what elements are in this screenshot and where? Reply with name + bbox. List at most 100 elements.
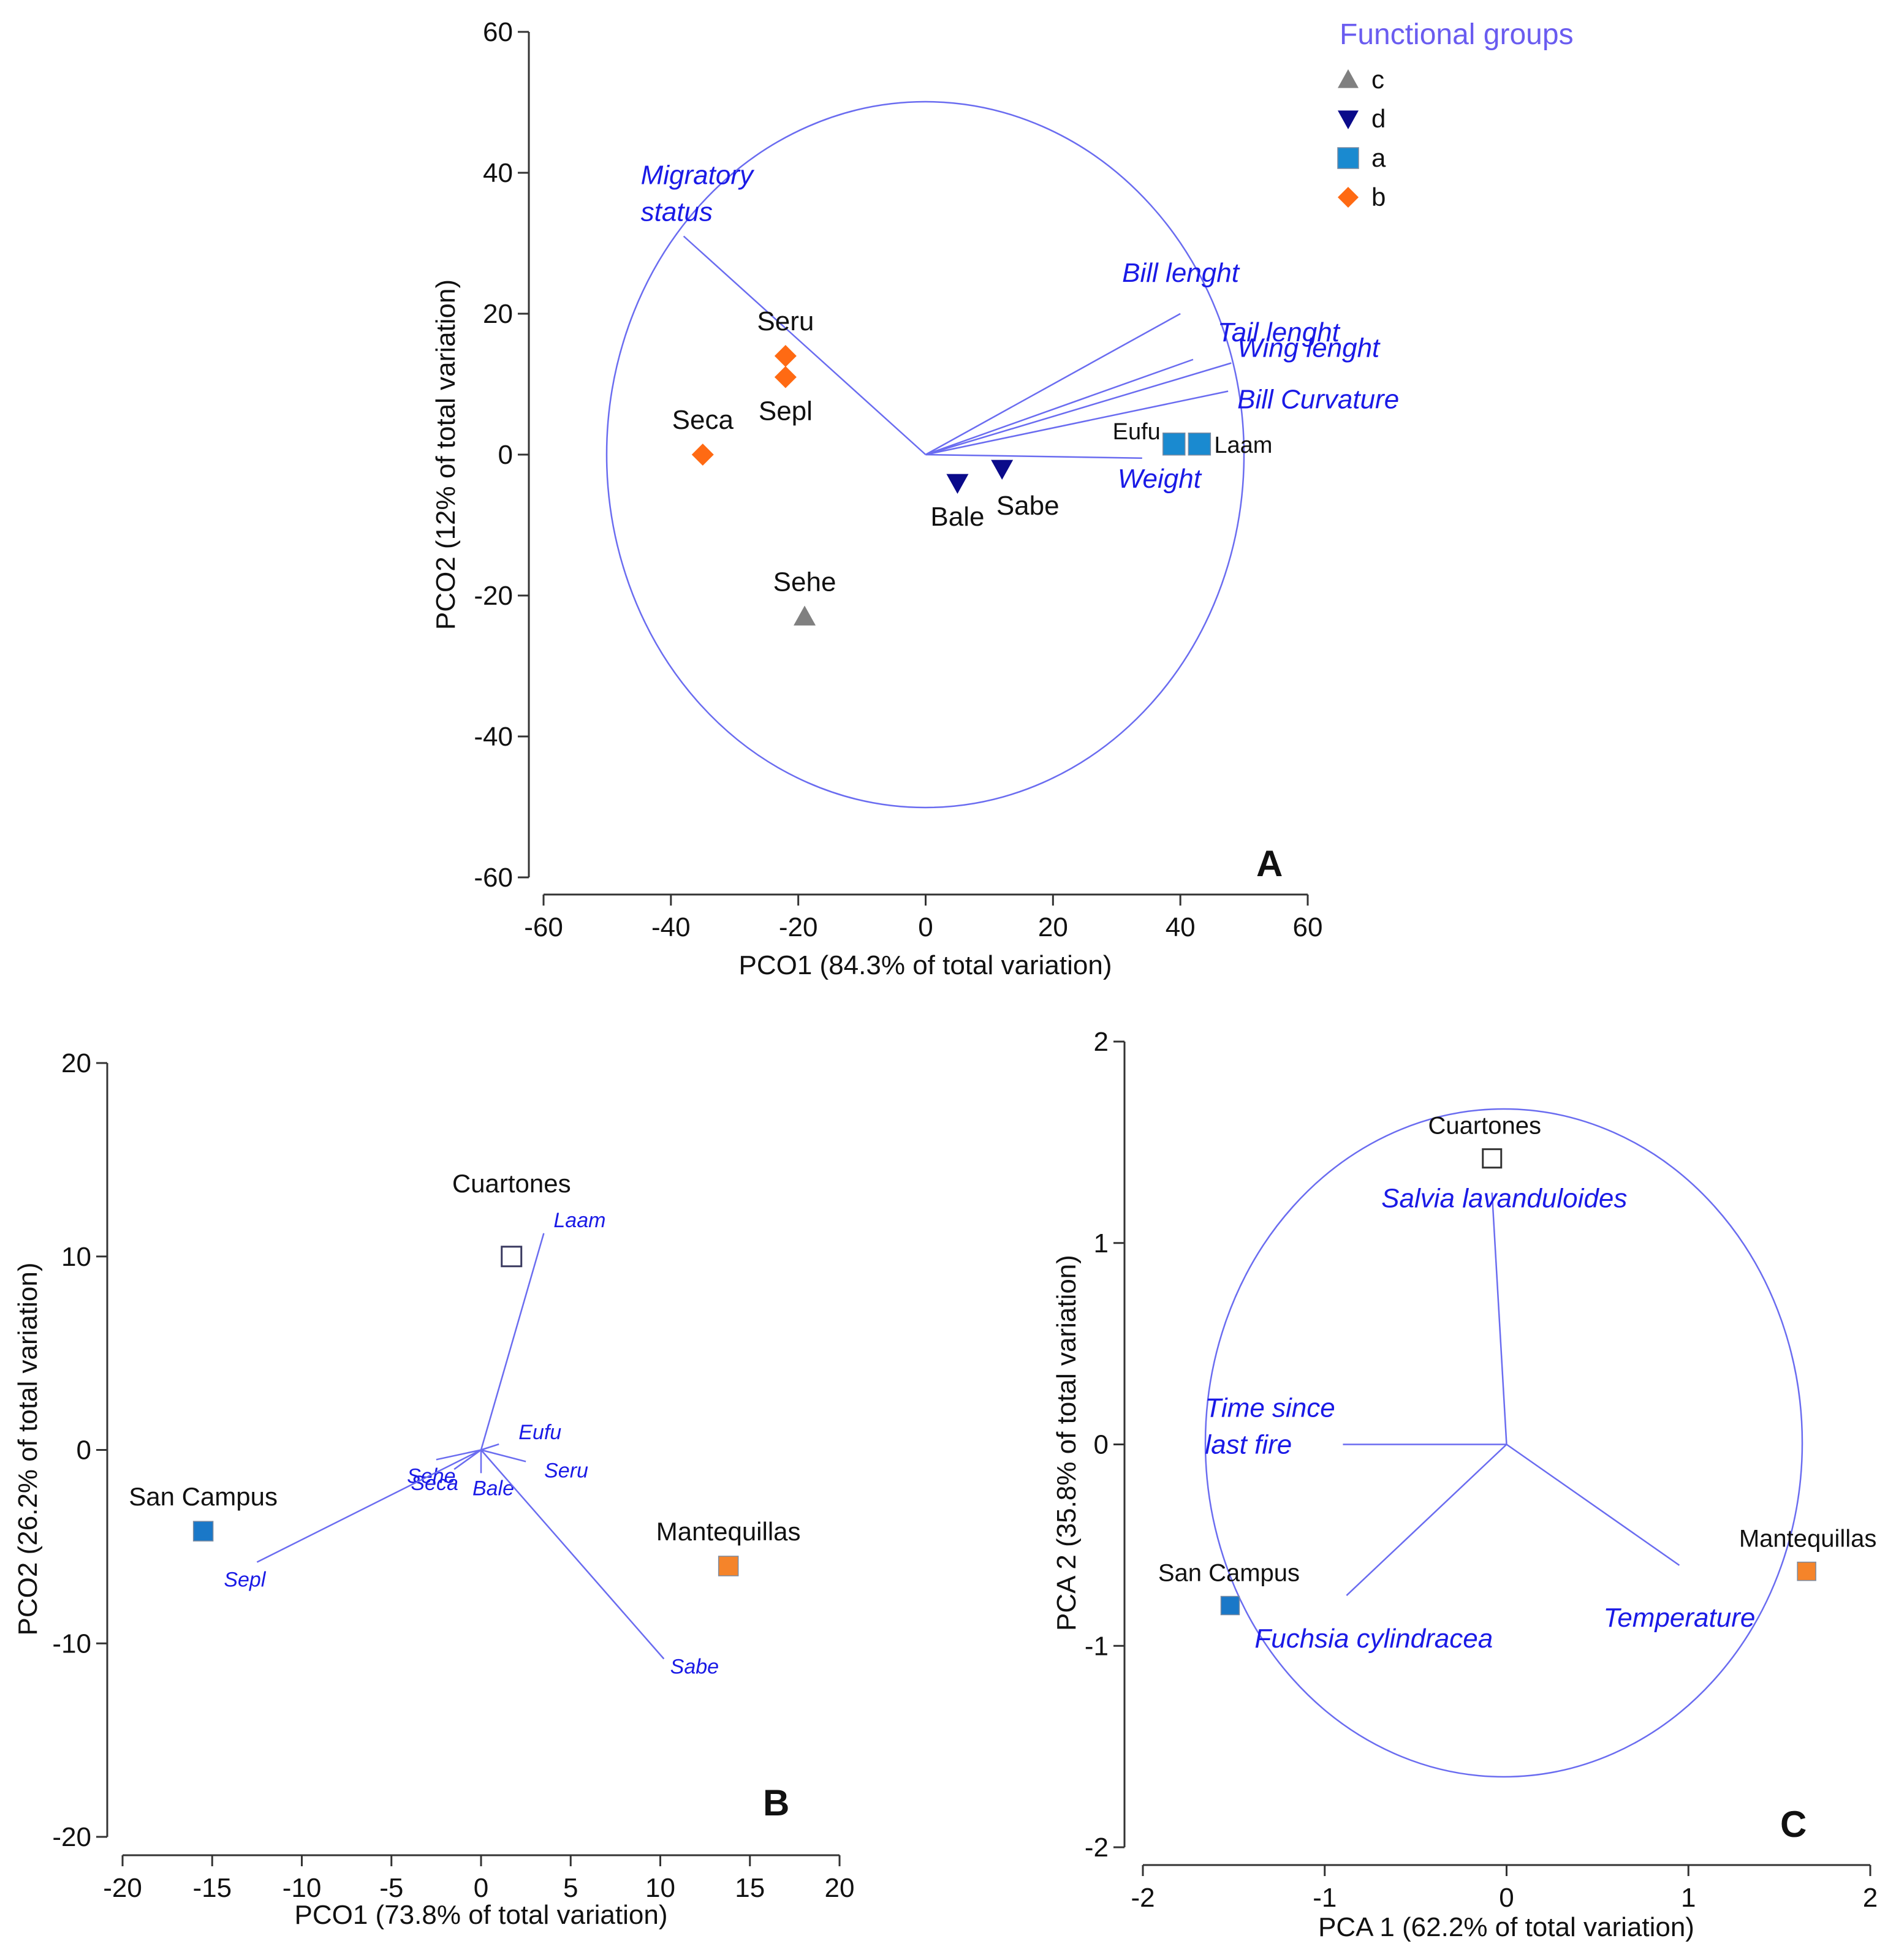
panel-b-y-tick-label: 0 bbox=[77, 1436, 91, 1466]
point-san-campus bbox=[1220, 1595, 1240, 1616]
point-cuartones bbox=[501, 1246, 523, 1268]
panel-c-y-tick-label: -1 bbox=[1085, 1631, 1109, 1661]
point-seca bbox=[691, 444, 714, 466]
vector-seca bbox=[453, 1449, 482, 1470]
vector-label-seca: Seca bbox=[411, 1472, 458, 1495]
vector-bill-curvature bbox=[925, 390, 1229, 456]
point-label-sehe: Sehe bbox=[773, 567, 836, 597]
panel-a-y-tick-label: 20 bbox=[483, 299, 513, 329]
point-bale bbox=[946, 474, 969, 494]
legend-label-d: d bbox=[1371, 104, 1386, 133]
point-label-san-campus: San Campus bbox=[129, 1482, 278, 1511]
point-label-eufu: Eufu bbox=[1113, 419, 1161, 445]
panel-b-x-tick-label: -15 bbox=[192, 1873, 232, 1903]
vector-label-bill-curvature: Bill Curvature bbox=[1237, 385, 1399, 415]
panel-b-y-tick-label: -20 bbox=[52, 1822, 91, 1852]
point-sehe bbox=[794, 605, 816, 626]
point-label-seca: Seca bbox=[672, 405, 734, 435]
panel-a-y-tick-label: -40 bbox=[474, 722, 513, 752]
vector-label-migratory-status: Migratory status bbox=[641, 161, 755, 227]
vector-bill-lenght bbox=[925, 312, 1181, 456]
vector-seru bbox=[480, 1449, 526, 1462]
panel-b-x-tick-label: 15 bbox=[735, 1873, 765, 1903]
vector-salvia-lavanduloides bbox=[1491, 1192, 1507, 1445]
point-cuartones bbox=[1482, 1148, 1503, 1169]
panel-a-x-tick-label: -40 bbox=[651, 912, 691, 942]
legend-marker-d bbox=[1338, 110, 1359, 129]
panel-b-y-tick-label: 10 bbox=[61, 1242, 91, 1272]
panel-c-x-tick-label: 2 bbox=[1863, 1883, 1878, 1913]
point-mantequillas bbox=[718, 1556, 739, 1576]
panel-c-x-axis-label: PCA 1 (62.2% of total variation) bbox=[1318, 1912, 1694, 1942]
vector-label-sehe: Sehe bbox=[407, 1464, 455, 1488]
panel-c: -2 -1 0 1 2 -2 -1 0 1 2 Salvia lavanduloides Time … bbox=[1052, 1027, 1878, 1942]
point-label-sepl: Sepl bbox=[759, 396, 813, 426]
panel-b-x-tick-label: 0 bbox=[474, 1873, 488, 1903]
panel-a-x-axis-label: PCO1 (84.3% of total variation) bbox=[739, 950, 1112, 980]
vector-label-weight: Weight bbox=[1118, 464, 1202, 494]
vector-label-seru: Seru bbox=[544, 1459, 588, 1482]
panel-a-y-tick-label: 40 bbox=[483, 158, 513, 188]
panel-b-x-tick-label: -10 bbox=[283, 1873, 322, 1903]
point-san-campus bbox=[192, 1521, 214, 1542]
vector-label-tail-lenght: Tail lenght bbox=[1218, 317, 1341, 347]
panel-b-x-tick-label: 20 bbox=[825, 1873, 855, 1903]
panel-c-x-tick-label: 1 bbox=[1681, 1883, 1696, 1913]
panel-a: -60 -40 -20 0 20 40 60 -60 -40 -20 0 20 40 60 Migrato… bbox=[431, 17, 1574, 980]
panel-a-label: A bbox=[1256, 843, 1283, 884]
point-label-san-campus: San Campus bbox=[1158, 1560, 1300, 1587]
panel-b-x-tick-label: 10 bbox=[645, 1873, 675, 1903]
vector-fuchsia-cylindracea bbox=[1346, 1444, 1507, 1596]
panel-c-x-tick-label: -1 bbox=[1313, 1883, 1337, 1913]
panel-a-y-axis-label: PCO2 (12% of total variation) bbox=[431, 279, 461, 630]
panel-a-x-tick-label: 40 bbox=[1166, 912, 1196, 942]
point-label-mantequillas: Mantequillas bbox=[1739, 1526, 1877, 1553]
point-label-bale: Bale bbox=[930, 502, 984, 532]
legend-label-c: c bbox=[1371, 65, 1384, 94]
point-seru bbox=[774, 345, 797, 367]
panel-a-x-tick-label: -20 bbox=[779, 912, 818, 942]
point-label-mantequillas: Mantequillas bbox=[656, 1517, 801, 1546]
vector-label-sepl: Sepl bbox=[224, 1568, 266, 1592]
point-label-sabe: Sabe bbox=[996, 491, 1060, 521]
legend-marker-b bbox=[1338, 187, 1359, 208]
point-laam bbox=[1188, 433, 1212, 456]
legend-label-b: b bbox=[1371, 183, 1386, 211]
vector-label-sabe: Sabe bbox=[670, 1655, 719, 1679]
vector-label-wing-lenght: Wing lenght bbox=[1237, 333, 1381, 363]
point-label-cuartones: Cuartones bbox=[452, 1169, 571, 1198]
vector-sepl bbox=[256, 1449, 482, 1563]
vector-label-salvia-lavanduloides: Salvia lavanduloides bbox=[1381, 1184, 1627, 1214]
legend-title: Functional groups bbox=[1340, 18, 1574, 51]
point-eufu bbox=[1162, 433, 1186, 456]
panel-a-y-tick-label: 60 bbox=[483, 17, 513, 47]
vector-label-fuchsia-cylindracea: Fuchsia cylindracea bbox=[1254, 1624, 1493, 1654]
panel-b-y-tick-label: -10 bbox=[52, 1629, 91, 1659]
vector-eufu bbox=[480, 1443, 499, 1451]
panel-b-y-tick-label: 20 bbox=[61, 1048, 91, 1078]
panel-a-x-tick-label: 60 bbox=[1293, 912, 1323, 942]
vector-label-temperature: Temperature bbox=[1603, 1603, 1755, 1633]
panel-b: -20 -15 -10 -5 0 5 10 15 20 -20 -10 0 10 20 Laam Eufu S… bbox=[13, 1048, 854, 1930]
panel-c-correlation-circle bbox=[1204, 1108, 1803, 1778]
point-label-laam: Laam bbox=[1214, 433, 1272, 458]
panel-b-label: B bbox=[763, 1782, 789, 1823]
panel-b-y-axis-label: PCO2 (26.2% of total variation) bbox=[13, 1263, 43, 1636]
vector-label-time-since-last-fire: Time since last fire bbox=[1205, 1393, 1335, 1460]
panel-a-x-tick-label: -60 bbox=[524, 912, 563, 942]
panel-c-label: C bbox=[1780, 1804, 1807, 1845]
panel-a-y-tick-label: -20 bbox=[474, 581, 513, 611]
panel-c-x-tick-label: -2 bbox=[1131, 1883, 1155, 1913]
vector-weight bbox=[925, 453, 1142, 459]
vector-sabe bbox=[480, 1449, 665, 1660]
vector-temperature bbox=[1506, 1444, 1680, 1566]
panel-a-x-tick-label: 0 bbox=[918, 912, 933, 942]
panel-b-x-tick-label: 5 bbox=[563, 1873, 578, 1903]
panel-b-x-tick-label: -20 bbox=[103, 1873, 142, 1903]
legend-label-a: a bbox=[1371, 143, 1386, 172]
panel-c-y-axis-label: PCA 2 (35.8% of total variation) bbox=[1052, 1255, 1082, 1631]
point-mantequillas bbox=[1797, 1561, 1816, 1581]
legend-marker-c bbox=[1338, 69, 1359, 88]
point-label-seru: Seru bbox=[757, 306, 814, 336]
